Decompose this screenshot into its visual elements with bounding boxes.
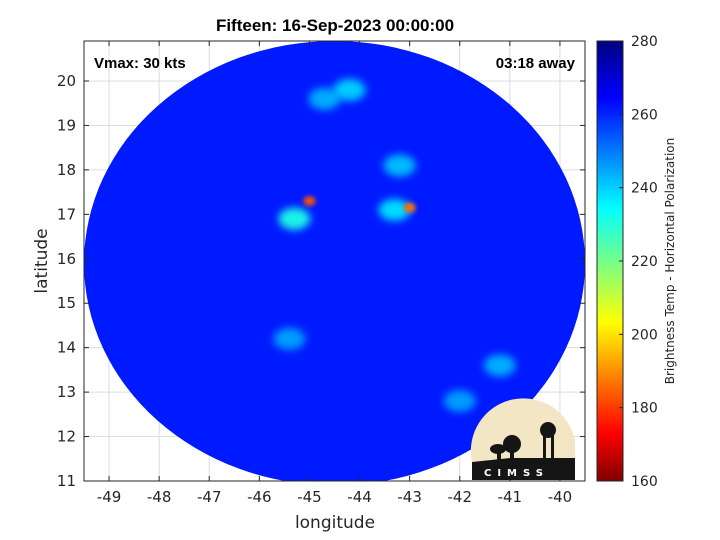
- y-tick-label: 16: [57, 250, 76, 268]
- colorbar-tick-label: 220: [631, 254, 658, 270]
- colorbar-tick-label: 180: [631, 401, 658, 417]
- convective-feature: [443, 390, 476, 412]
- colorbar-label: Brightness Temp - Horizontal Polarizatio…: [663, 138, 677, 385]
- distance-annotation: 03:18 away: [496, 55, 576, 72]
- y-tick-label: 12: [57, 428, 76, 446]
- x-axis-label: longitude: [295, 513, 375, 533]
- x-tick-label: -48: [147, 488, 172, 506]
- convective-feature: [273, 327, 306, 350]
- x-tick-label: -45: [297, 488, 322, 506]
- x-tick-label: -47: [197, 488, 222, 506]
- colorbar-tick-label: 280: [631, 34, 658, 50]
- logo-text: CIMSS: [484, 468, 549, 479]
- y-axis-label: latitude: [32, 228, 52, 293]
- y-tick-label: 15: [57, 294, 76, 312]
- x-tick-label: -44: [347, 488, 372, 506]
- colorbar-tick-label: 160: [631, 474, 658, 490]
- convective-feature: [333, 78, 366, 101]
- colorbar-tick-label: 260: [631, 107, 658, 123]
- convective-feature: [308, 87, 341, 110]
- colorbar-tick-label: 240: [631, 181, 658, 197]
- vmax-annotation: Vmax: 30 kts: [94, 55, 186, 72]
- x-tick-label: -40: [548, 488, 573, 506]
- colorbar-tick-label: 200: [631, 327, 658, 343]
- convective-feature: [483, 354, 516, 377]
- convective-feature: [378, 198, 411, 221]
- cimss-logo: CIMSS: [470, 398, 575, 480]
- y-tick-label: 11: [57, 472, 76, 490]
- y-tick-label: 14: [57, 339, 76, 357]
- y-tick-label: 18: [57, 161, 76, 179]
- chart-title: Fifteen: 16-Sep-2023 00:00:00: [216, 16, 454, 35]
- y-tick-label: 13: [57, 383, 76, 401]
- microwave-swath: [84, 41, 585, 481]
- convective-feature: [383, 154, 416, 177]
- axes-frame: [83, 40, 586, 482]
- x-tick-label: -46: [247, 488, 272, 506]
- x-tick-label: -42: [448, 488, 473, 506]
- convective-feature: [303, 196, 316, 206]
- x-tick-label: -49: [97, 488, 122, 506]
- x-tick-label: -41: [498, 488, 523, 506]
- y-tick-label: 17: [57, 205, 76, 223]
- x-tick-label: -43: [397, 488, 422, 506]
- colorbar: [596, 40, 624, 482]
- y-tick-label: 19: [57, 116, 76, 134]
- convective-feature: [278, 207, 311, 230]
- convective-feature: [403, 202, 416, 213]
- y-tick-label: 20: [57, 72, 76, 90]
